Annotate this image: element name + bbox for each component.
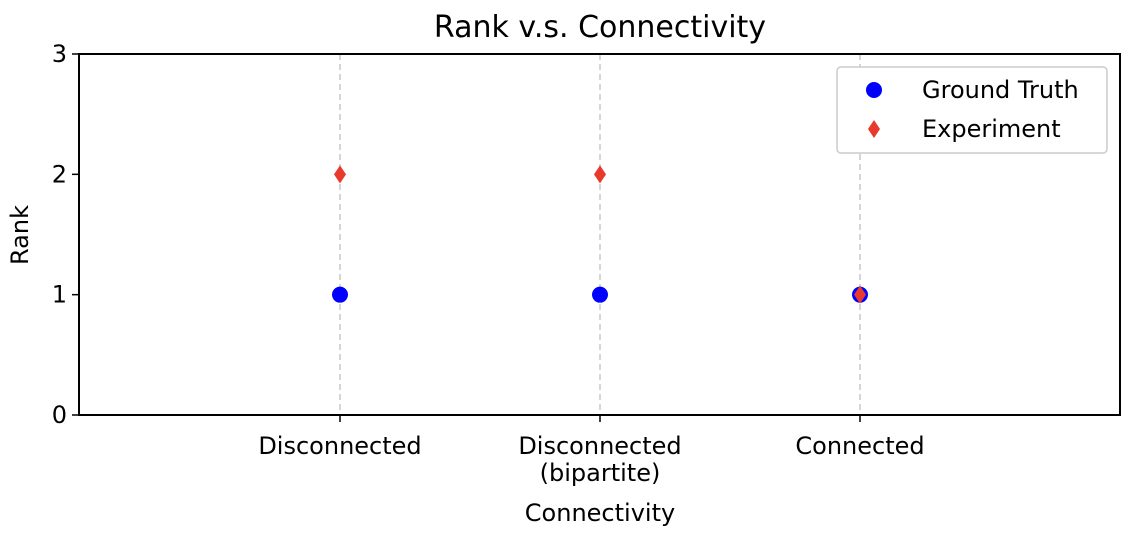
experiment-point [594, 165, 606, 184]
y-tick-label: 2 [52, 160, 67, 188]
x-tick-label: (bipartite) [540, 459, 661, 487]
legend-marker-experiment [868, 120, 880, 138]
x-axis-ticks: Disconnected Disconnected(bipartite)Conne… [258, 415, 925, 487]
legend-label: Experiment [922, 115, 1061, 143]
x-axis-label: Connectivity [525, 499, 675, 527]
legend-marker-ground-truth [866, 82, 882, 98]
legend-label: Ground Truth [922, 76, 1079, 104]
legend-box [836, 66, 1108, 154]
y-tick-label: 0 [52, 401, 67, 429]
y-axis-label: Rank [6, 205, 34, 265]
y-axis-ticks: 0 1 2 3 [52, 40, 79, 429]
x-tick-label: Connected [795, 432, 924, 460]
experiment-point [854, 285, 866, 304]
experiment-point [334, 165, 346, 184]
y-tick-label: 1 [52, 281, 67, 309]
ground-truth-point [332, 286, 348, 303]
x-tick-label: Disconnected [258, 432, 421, 460]
x-tick-label: Disconnected [518, 432, 681, 460]
y-tick-label: 3 [52, 40, 67, 68]
legend: Ground Truth Experiment [836, 66, 1108, 154]
ground-truth-point [592, 286, 608, 303]
data-points [332, 165, 868, 304]
plot-frame [78, 53, 1121, 416]
chart-title: Rank v.s. Connectivity [434, 10, 766, 45]
grid-lines [339, 54, 861, 415]
